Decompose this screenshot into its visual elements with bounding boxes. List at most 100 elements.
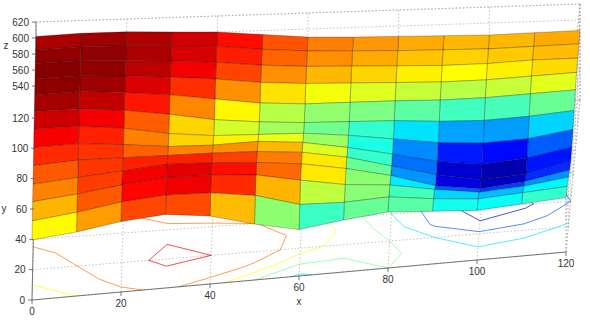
surface-patch	[395, 82, 441, 101]
surface	[32, 30, 580, 240]
surface-patch	[126, 46, 172, 61]
surface-patch	[78, 144, 123, 161]
axes	[32, 22, 566, 300]
surface-patch	[125, 76, 171, 95]
y-tick-label: 20	[15, 264, 27, 275]
surface-patch	[261, 49, 307, 66]
surface-patch	[389, 185, 435, 199]
surface-patch	[307, 37, 353, 51]
surface-patch	[352, 51, 398, 66]
surface-patch	[304, 122, 350, 136]
surface-patch	[214, 120, 260, 136]
z-tick-label: 560	[12, 65, 29, 76]
z-tick-label: 620	[12, 17, 29, 28]
x-tick-label: 60	[293, 282, 305, 293]
z-tick-label: 580	[12, 49, 29, 60]
grid	[32, 4, 580, 300]
ticks: 0204060801001200204060801001205405605806…	[2, 17, 575, 318]
tick	[29, 269, 33, 270]
surface-patch	[477, 193, 523, 211]
tick	[32, 300, 33, 304]
tick	[121, 292, 122, 296]
surface-patch	[433, 199, 479, 211]
surface-patch	[262, 35, 308, 51]
surface-patch	[260, 82, 306, 103]
tick	[28, 300, 32, 301]
surface-patch	[300, 180, 345, 204]
surface-patch	[166, 193, 211, 216]
x-tick-label: 40	[204, 290, 216, 301]
y-tick-label: 100	[12, 143, 29, 154]
tick	[32, 38, 36, 39]
contour-line	[32, 136, 576, 296]
surface-patch	[211, 162, 256, 175]
z-tick-label: 540	[12, 81, 29, 92]
surface-patch	[259, 103, 305, 123]
surface-patch	[171, 46, 217, 63]
tick	[31, 148, 35, 149]
surface-patch	[437, 143, 483, 165]
surface-patch	[443, 35, 489, 50]
surface-patch	[484, 94, 530, 121]
tick	[32, 118, 36, 119]
surface-patch	[345, 168, 391, 185]
surface-patch	[299, 202, 344, 229]
y-tick-label: 80	[17, 173, 29, 184]
surface-patch	[121, 195, 166, 222]
surface-patch	[34, 109, 79, 129]
surface-patch	[257, 152, 302, 164]
surface-patch	[398, 36, 444, 51]
surface-patch	[344, 197, 389, 220]
surface-patch	[350, 83, 396, 103]
surface-patch	[212, 152, 257, 163]
contours	[32, 109, 576, 296]
surface-patch	[170, 61, 216, 79]
surface-patch	[211, 175, 256, 196]
tick	[388, 268, 389, 272]
z-tick-label: 600	[12, 33, 29, 44]
x-axis-label: x	[297, 296, 302, 307]
surface-patch	[305, 83, 351, 104]
x-tick-label: 80	[382, 274, 394, 285]
surface-patch	[396, 65, 442, 82]
surface-patch	[79, 92, 124, 111]
tick	[32, 54, 36, 55]
x-tick-label: 120	[558, 258, 575, 269]
axis-line	[32, 252, 566, 300]
x-tick-label: 20	[115, 298, 127, 309]
tick	[566, 252, 567, 256]
y-axis-label: y	[2, 203, 7, 214]
surface-patch	[255, 195, 300, 229]
y-tick-label: 0	[19, 295, 25, 306]
x-tick-label: 0	[29, 306, 35, 317]
contour-line	[255, 157, 575, 280]
surface-patch	[440, 80, 486, 100]
surface-patch	[433, 189, 479, 199]
surface-patch	[261, 65, 307, 83]
surface-patch	[353, 36, 399, 50]
surface-patch	[81, 46, 127, 61]
surface-patch	[441, 64, 487, 82]
grid-line	[33, 227, 569, 270]
surface-patch	[32, 212, 77, 240]
surface-patch	[522, 187, 568, 204]
chart: 0204060801001200204060801001205405605806…	[0, 0, 590, 331]
surface-patch	[167, 163, 212, 178]
y-tick-label: 60	[16, 204, 28, 215]
tick	[30, 209, 34, 210]
surface-patch	[212, 141, 257, 153]
surface-patch	[171, 32, 217, 46]
surface-patch	[80, 61, 126, 77]
surface-patch	[81, 32, 127, 47]
surface-patch	[388, 197, 433, 212]
surface-patch	[210, 193, 255, 224]
surface-patch	[397, 50, 443, 66]
surface-patch	[168, 134, 213, 147]
surface-patch	[34, 92, 79, 112]
tick	[32, 70, 36, 71]
surface-patch	[125, 61, 171, 78]
tick	[477, 260, 478, 264]
surface-patch	[123, 128, 168, 146]
surface-patch	[214, 99, 260, 122]
surface-patch	[77, 202, 122, 232]
